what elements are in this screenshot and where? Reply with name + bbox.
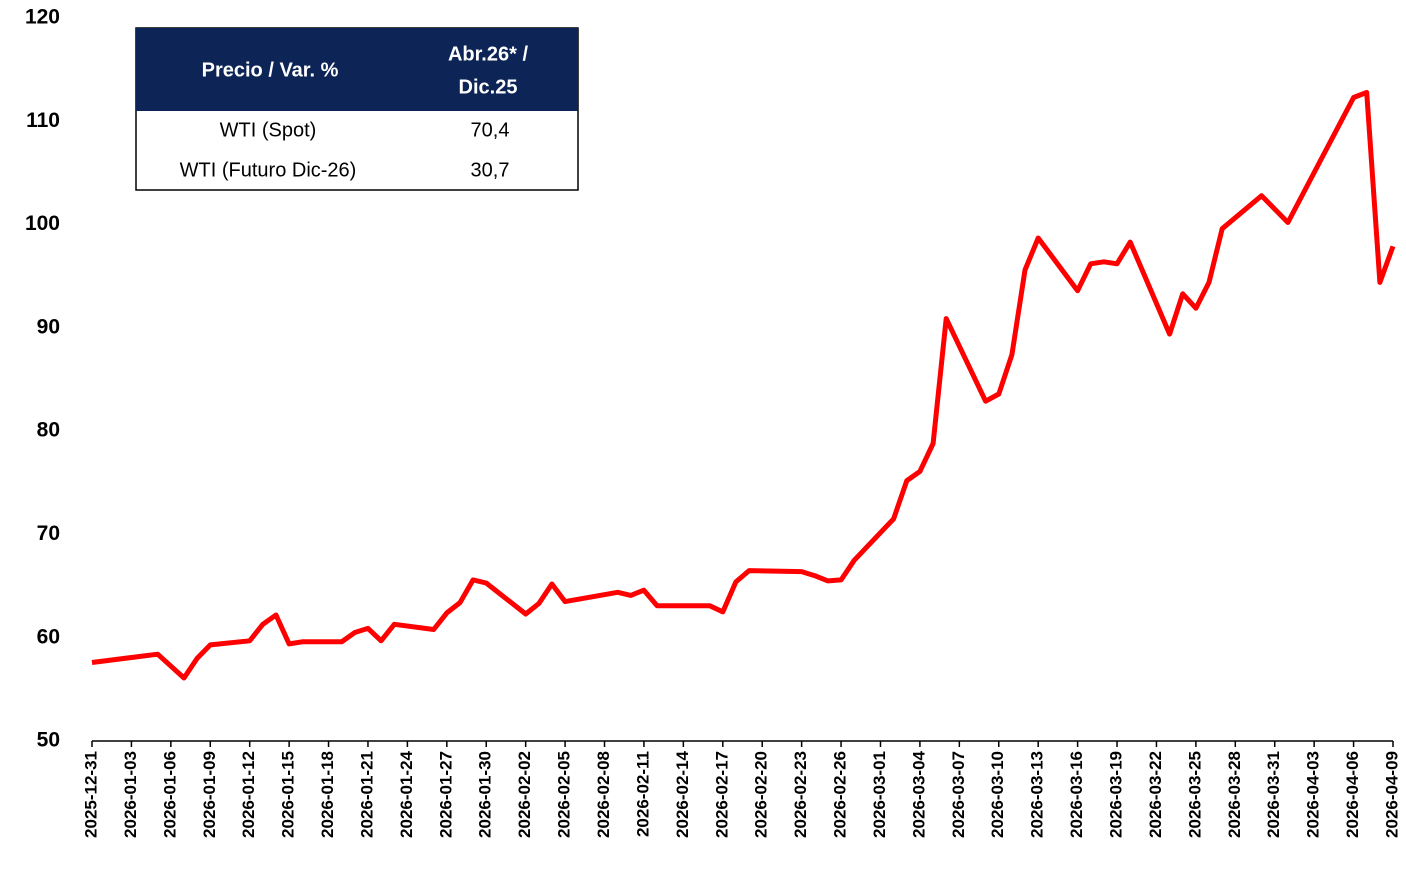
- table-cell: 30,7: [471, 159, 510, 181]
- x-tick-label: 2026-02-11: [633, 751, 652, 837]
- x-tick-label: 2026-04-03: [1304, 751, 1323, 838]
- x-tick-label: 2026-01-24: [397, 750, 416, 838]
- x-tick-label: 2026-02-20: [752, 751, 771, 838]
- x-tick-label: 2026-02-23: [791, 751, 810, 838]
- y-tick-label: 110: [26, 109, 60, 132]
- x-tick-label: 2026-02-17: [712, 751, 731, 838]
- x-tick-label: 2026-04-09: [1382, 751, 1401, 838]
- y-tick-label: 100: [25, 212, 60, 235]
- x-tick-label: 2026-03-28: [1225, 751, 1244, 838]
- x-tick-label: 2026-02-02: [515, 751, 534, 838]
- x-tick-label: 2026-02-08: [594, 751, 613, 838]
- x-tick-label: 2026-03-31: [1264, 751, 1283, 838]
- y-tick-label: 80: [37, 419, 60, 442]
- table-header-cell: Abr.26* /: [448, 43, 528, 65]
- y-tick-label: 60: [37, 625, 60, 648]
- x-tick-label: 2026-02-05: [555, 751, 574, 838]
- y-tick-label: 120: [25, 6, 60, 29]
- x-tick-label: 2026-01-12: [239, 751, 258, 838]
- y-tick-label: 70: [37, 522, 60, 545]
- x-tick-label: 2026-01-06: [160, 751, 179, 838]
- x-tick-label: 2026-03-04: [909, 750, 928, 838]
- table-header-cell: Precio / Var. %: [202, 59, 339, 81]
- x-tick-label: 2026-02-26: [831, 751, 850, 838]
- x-tick-label: 2026-03-13: [1028, 751, 1047, 838]
- data-line: [91, 89, 1396, 681]
- table-cell: 70,4: [471, 119, 510, 141]
- x-tick-label: 2026-01-21: [357, 751, 376, 838]
- x-tick-label: 2026-03-16: [1067, 751, 1086, 838]
- x-tick-label: 2026-03-25: [1185, 751, 1204, 838]
- x-tick-label: 2026-01-09: [200, 751, 219, 838]
- x-tick-label: 2026-03-19: [1107, 751, 1126, 838]
- x-tick-label: 2026-04-06: [1343, 751, 1362, 838]
- x-tick-label: 2025-12-31: [81, 751, 100, 838]
- x-tick-label: 2026-01-30: [476, 751, 495, 838]
- x-tick-label: 2026-01-15: [279, 751, 298, 838]
- x-tick-label: 2026-01-18: [318, 751, 337, 838]
- x-tick-label: 2026-03-07: [949, 751, 968, 838]
- x-tick-label: 2026-03-10: [988, 751, 1007, 838]
- table-cell: WTI (Futuro Dic-26): [180, 159, 357, 181]
- y-tick-label: 50: [37, 729, 60, 752]
- table-header-cell: Dic.25: [459, 76, 518, 98]
- x-tick-label: 2026-01-27: [436, 751, 455, 838]
- table-header: [136, 28, 578, 111]
- x-tick-label: 2026-02-14: [673, 750, 692, 838]
- x-tick-label: 2026-01-03: [121, 751, 140, 838]
- y-tick-label: 90: [37, 315, 60, 338]
- x-tick-label: 2026-03-22: [1146, 751, 1165, 838]
- table-cell: WTI (Spot): [220, 119, 317, 141]
- x-tick-label: 2026-03-01: [870, 751, 889, 838]
